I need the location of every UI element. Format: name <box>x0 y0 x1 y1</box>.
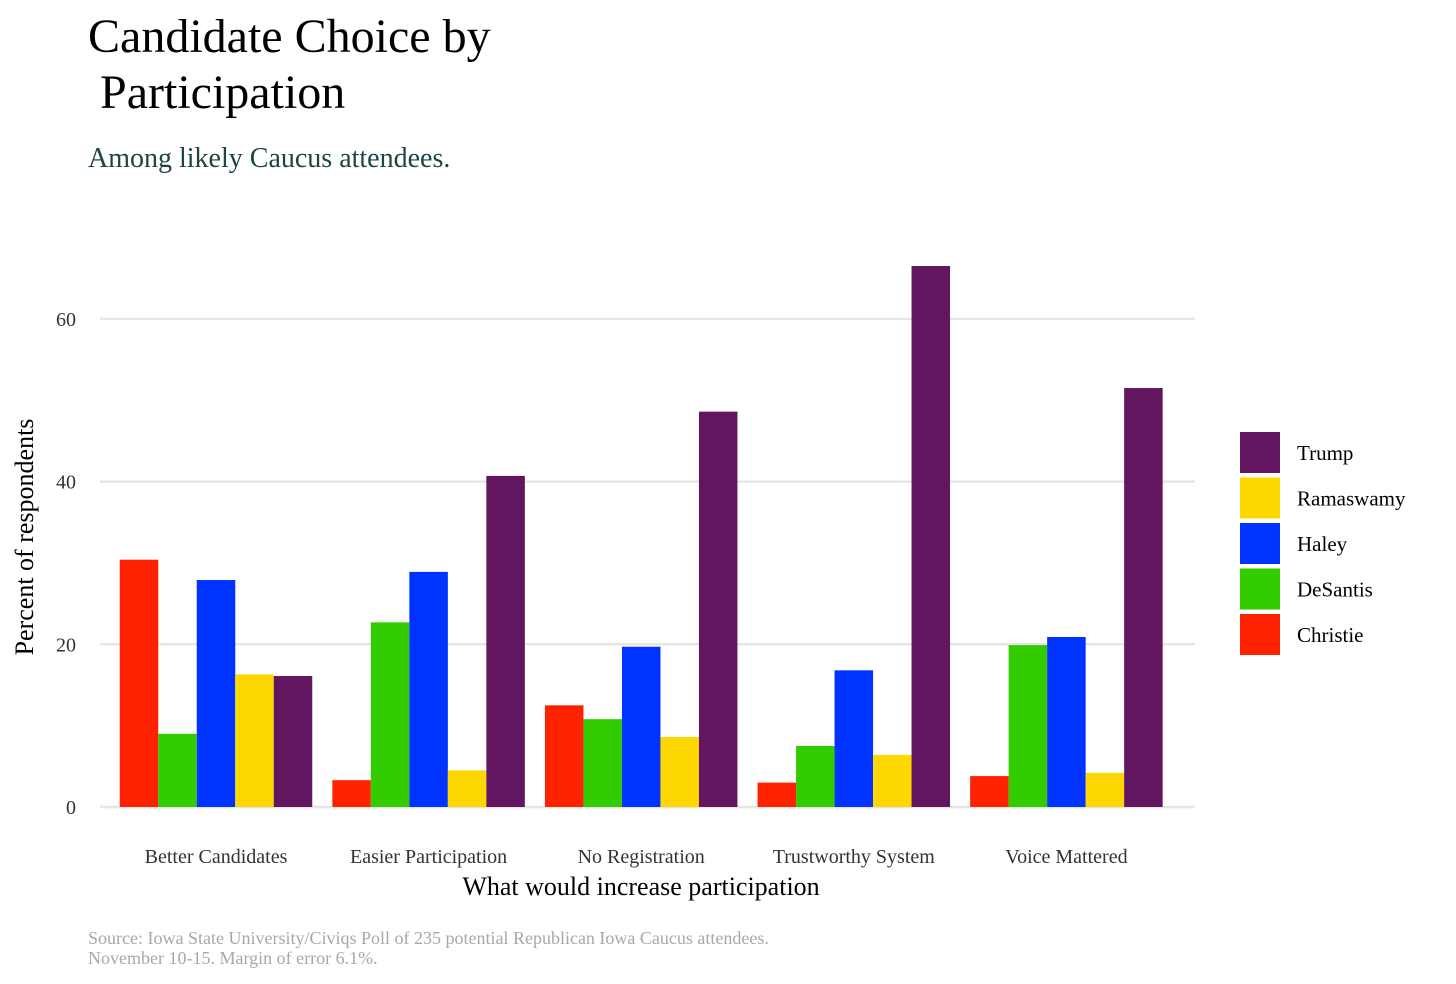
legend-label-haley: Haley <box>1297 532 1348 556</box>
chart-title-line-2: Participation <box>88 66 345 119</box>
bar-desantis-0 <box>158 733 197 807</box>
caption-line-1: Source: Iowa State University/Civiqs Pol… <box>88 928 769 948</box>
x-tick-label: Trustworthy System <box>773 846 936 868</box>
bar-christie-4 <box>970 776 1009 807</box>
bars <box>119 266 1163 808</box>
y-tick-label: 20 <box>56 634 76 656</box>
bar-haley-3 <box>834 670 874 807</box>
bar-christie-3 <box>757 782 797 807</box>
legend-key-trump <box>1240 432 1280 473</box>
legend-label-desantis: DeSantis <box>1297 578 1373 602</box>
y-axis-label: Percent of respondents <box>10 419 39 656</box>
bar-trump-0 <box>273 676 313 807</box>
bar-haley-0 <box>196 580 236 807</box>
bar-desantis-4 <box>1008 645 1048 807</box>
bar-christie-2 <box>544 705 584 807</box>
x-tick-label: Better Candidates <box>145 846 288 868</box>
bar-haley-2 <box>621 646 661 807</box>
legend-label-trump: Trump <box>1297 441 1353 465</box>
legend-label-ramaswamy: Ramaswamy <box>1297 487 1406 511</box>
chart-title-line-1: Candidate Choice by <box>88 10 491 63</box>
legend-key-haley <box>1240 523 1280 564</box>
y-tick-label: 40 <box>56 472 76 494</box>
x-axis-ticks: Better Candidates Easier Participation No … <box>145 846 1128 868</box>
bar-trump-3 <box>911 266 951 808</box>
bar-haley-1 <box>409 571 448 807</box>
bar-ramaswamy-2 <box>660 737 699 807</box>
bar-desantis-3 <box>796 745 835 807</box>
caption-line-2: November 10-15. Margin of error 6.1%. <box>88 948 378 968</box>
bar-ramaswamy-3 <box>873 754 912 807</box>
bar-haley-4 <box>1047 636 1086 807</box>
y-axis-ticks: 0 20 40 60 <box>56 309 76 819</box>
legend: Trump Ramaswamy Haley DeSantis Christie <box>1240 432 1406 655</box>
legend-label-christie: Christie <box>1297 623 1364 647</box>
bar-ramaswamy-1 <box>447 770 487 807</box>
y-tick-label: 60 <box>56 309 76 331</box>
bar-trump-2 <box>698 411 738 807</box>
bar-ramaswamy-4 <box>1085 772 1125 807</box>
chart-subtitle: Among likely Caucus attendees. <box>88 143 450 174</box>
x-tick-label: Easier Participation <box>350 846 507 868</box>
x-tick-label: No Registration <box>578 846 705 868</box>
legend-key-ramaswamy <box>1240 477 1280 519</box>
bar-trump-4 <box>1124 388 1163 807</box>
legend-key-christie <box>1240 614 1280 655</box>
bar-christie-1 <box>332 780 371 807</box>
legend-key-desantis <box>1240 568 1280 610</box>
y-tick-label: 0 <box>66 797 76 819</box>
bar-christie-0 <box>119 559 159 807</box>
x-axis-label: What would increase participation <box>462 872 819 901</box>
bar-ramaswamy-0 <box>235 674 274 807</box>
bar-desantis-2 <box>583 719 622 807</box>
x-tick-label: Voice Mattered <box>1005 846 1127 868</box>
bar-trump-1 <box>486 475 525 807</box>
bar-desantis-1 <box>370 622 410 807</box>
